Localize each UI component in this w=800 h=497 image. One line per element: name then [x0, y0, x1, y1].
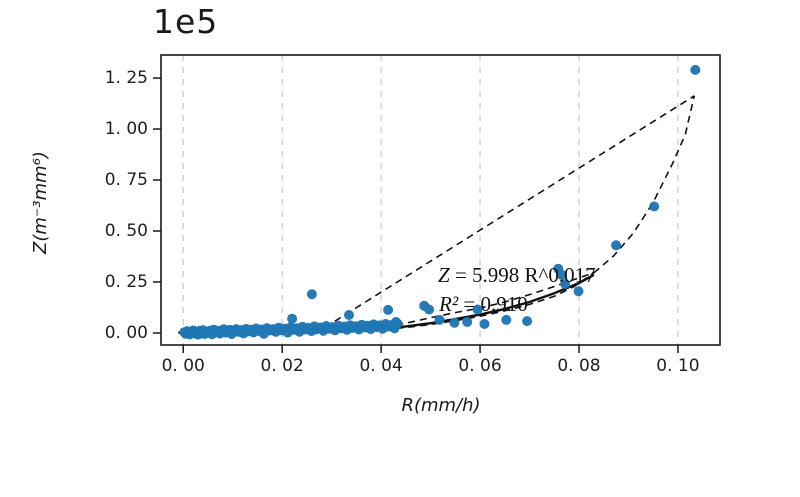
data-point — [383, 304, 394, 315]
data-point — [449, 317, 460, 328]
x-tick-label: 0. 00 — [161, 356, 205, 376]
data-point — [344, 310, 354, 320]
data-point — [306, 289, 317, 300]
data-point — [560, 279, 571, 289]
data-point — [573, 286, 584, 297]
x-tick-label: 0. 02 — [260, 356, 304, 376]
r-squared-annotation: R² = 0.910 — [439, 292, 528, 317]
data-point — [391, 317, 401, 327]
fit-equation-variable: Z — [438, 263, 450, 287]
y-tick-label: 1. 25 — [104, 68, 148, 89]
data-point — [611, 240, 622, 251]
fit-equation-annotation: Z = 5.998 R^0.017 — [438, 263, 596, 288]
x-tick-label: 0. 06 — [458, 356, 502, 376]
data-point — [556, 269, 567, 280]
plot-border — [160, 54, 721, 346]
data-point — [472, 304, 483, 315]
data-point — [690, 64, 701, 75]
data-point — [462, 317, 473, 327]
data-point — [649, 201, 660, 212]
fit-curves — [178, 95, 696, 335]
fit-equation-text: = 5.998 R^0.017 — [449, 263, 596, 287]
gridlines — [182, 55, 679, 345]
tick-marks — [153, 77, 679, 353]
y-tick-label: 0. 25 — [104, 271, 148, 292]
data-point — [287, 313, 298, 324]
fit-curve-extension — [593, 95, 696, 274]
data-point — [434, 314, 445, 325]
data-point — [479, 319, 490, 329]
scatter-points — [179, 64, 701, 340]
x-axis-title: R(mm/h) — [401, 395, 481, 416]
x-tick-label: 0. 08 — [557, 356, 601, 376]
x-tick-label: 0. 10 — [656, 356, 700, 376]
y-axis-title: Z(m⁻³mm⁶) — [30, 151, 51, 254]
x-tick-label: 0. 04 — [359, 356, 403, 376]
y-tick-label: 0. 75 — [104, 170, 148, 190]
y-tick-label: 0. 50 — [104, 220, 148, 241]
upper-envelope-line — [313, 95, 695, 335]
data-point — [424, 304, 435, 315]
y-tick-label: 1. 00 — [104, 119, 148, 140]
r-squared-text: = 0.910 — [458, 292, 528, 316]
y-axis-offset-label: 1e5 — [153, 2, 219, 41]
data-point — [522, 316, 533, 327]
r-squared-variable: R² — [439, 292, 459, 316]
data-point — [501, 314, 512, 325]
y-tick-label: 0. 00 — [104, 322, 148, 343]
